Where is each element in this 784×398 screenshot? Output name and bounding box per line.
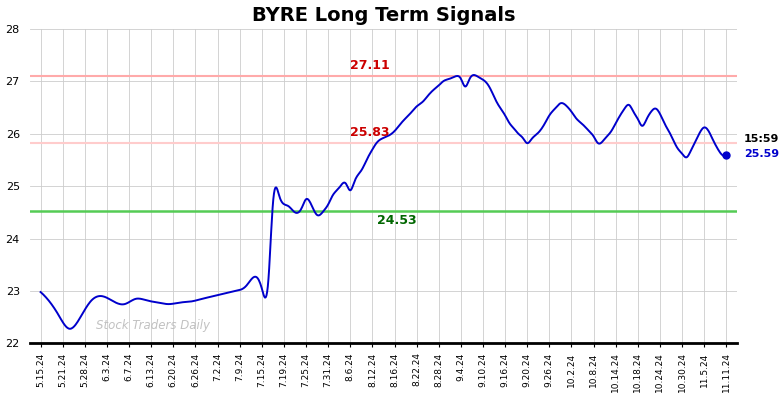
Text: 27.11: 27.11 [350,59,390,72]
Text: 25.59: 25.59 [744,148,779,159]
Text: 24.53: 24.53 [377,214,416,227]
Text: 15:59: 15:59 [744,134,779,144]
Title: BYRE Long Term Signals: BYRE Long Term Signals [252,6,515,25]
Text: Stock Traders Daily: Stock Traders Daily [96,319,210,332]
Text: 25.83: 25.83 [350,127,390,139]
